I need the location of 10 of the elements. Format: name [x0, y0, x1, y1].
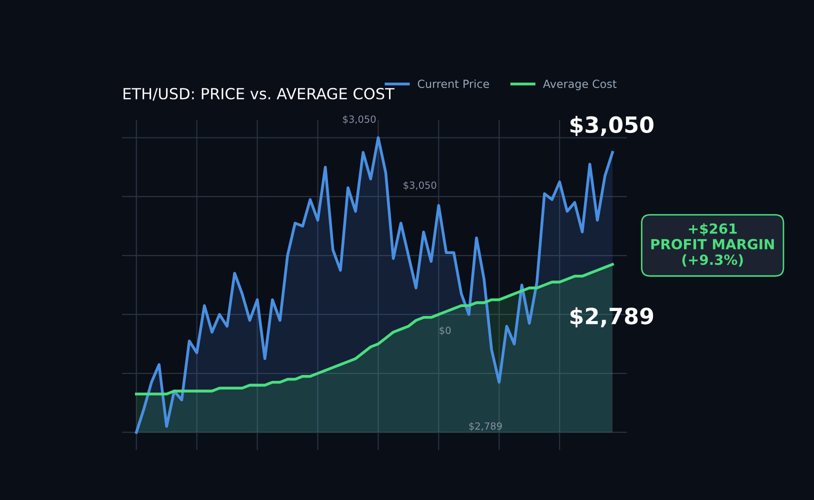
annotation: $2,789 — [469, 422, 502, 432]
chart-title: ETH/USD: PRICE vs. AVERAGE COST — [124, 88, 394, 101]
annotation: $3,050 — [404, 181, 436, 190]
text: $3,050 — [570, 116, 654, 136]
text: +$261 PROFIT MARGIN (+9.3%) — [651, 223, 774, 267]
annotation: $0 — [440, 326, 451, 336]
text: $3,050 — [343, 115, 376, 124]
annotation: $2,789 — [570, 307, 654, 328]
legend-label: Current Price — [418, 79, 489, 88]
legend-label: Average Cost — [543, 80, 617, 90]
